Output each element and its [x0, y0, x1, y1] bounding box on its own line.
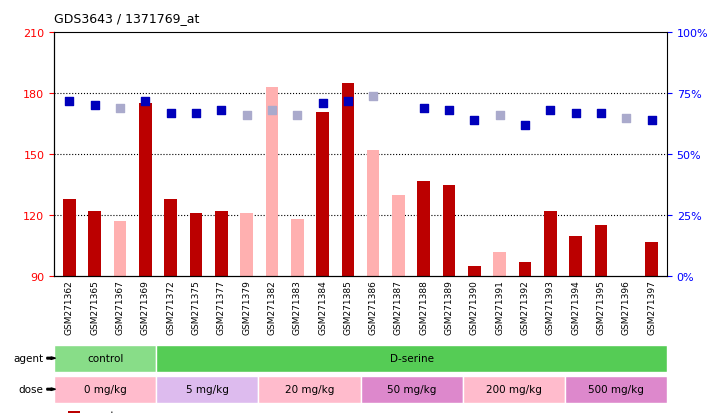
Bar	[190, 214, 202, 277]
Point	[646, 117, 658, 124]
Text: control: control	[87, 353, 123, 363]
Point	[63, 98, 75, 104]
Bar	[443, 185, 456, 277]
Bar	[258, 376, 360, 403]
Text: 500 mg/kg: 500 mg/kg	[588, 384, 644, 394]
Point	[519, 122, 531, 129]
Text: count: count	[86, 410, 115, 413]
Bar	[54, 345, 156, 372]
Point	[621, 115, 632, 121]
Bar	[317, 112, 329, 277]
Point	[418, 105, 430, 112]
Bar	[367, 151, 379, 277]
Point	[570, 110, 582, 117]
Bar	[215, 212, 228, 277]
Point	[317, 100, 328, 107]
Bar	[417, 181, 430, 277]
Text: 50 mg/kg: 50 mg/kg	[387, 384, 436, 394]
Bar	[156, 345, 667, 372]
Text: 5 mg/kg: 5 mg/kg	[186, 384, 229, 394]
Point	[114, 105, 125, 112]
Bar	[63, 199, 76, 277]
Text: 0 mg/kg: 0 mg/kg	[84, 384, 126, 394]
Bar	[570, 236, 582, 277]
Text: D-serine: D-serine	[389, 353, 433, 363]
Text: dose: dose	[18, 384, 43, 394]
Point	[544, 108, 556, 114]
Point	[342, 98, 353, 104]
Point	[139, 98, 151, 104]
Bar	[265, 88, 278, 277]
Bar	[114, 222, 126, 277]
Point	[165, 110, 177, 117]
Bar	[164, 199, 177, 277]
Point	[469, 117, 480, 124]
Point	[596, 110, 607, 117]
Point	[443, 108, 455, 114]
Point	[266, 108, 278, 114]
Point	[368, 93, 379, 100]
Bar	[565, 376, 667, 403]
Bar	[493, 252, 506, 277]
Point	[241, 113, 252, 119]
Bar	[156, 376, 258, 403]
Point	[494, 113, 505, 119]
Bar	[645, 242, 658, 277]
Point	[291, 113, 303, 119]
Bar	[595, 226, 607, 277]
Bar	[519, 263, 531, 277]
Bar	[88, 212, 101, 277]
Bar	[360, 376, 463, 403]
Text: agent: agent	[13, 353, 43, 363]
Bar	[240, 214, 253, 277]
Bar	[463, 376, 565, 403]
Point	[216, 108, 227, 114]
Bar	[54, 376, 156, 403]
Text: 200 mg/kg: 200 mg/kg	[486, 384, 541, 394]
Bar	[342, 84, 354, 277]
Point	[190, 110, 202, 117]
Point	[89, 103, 100, 109]
Bar	[291, 220, 304, 277]
Text: 20 mg/kg: 20 mg/kg	[285, 384, 334, 394]
Bar	[139, 104, 151, 277]
Bar	[392, 195, 404, 277]
Text: GDS3643 / 1371769_at: GDS3643 / 1371769_at	[54, 12, 200, 25]
Bar	[468, 266, 481, 277]
Bar	[544, 212, 557, 277]
